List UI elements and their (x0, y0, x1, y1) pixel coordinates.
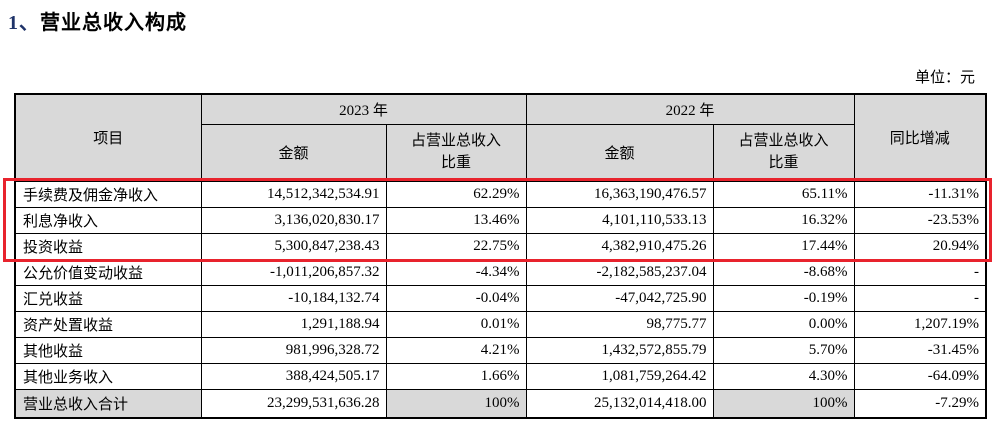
row-label: 资产处置收益 (14, 310, 202, 338)
cell-value: 13.46% (385, 206, 527, 234)
cell-value: 4,101,110,533.13 (525, 206, 714, 234)
cell-value: 5.70% (712, 336, 855, 364)
cell-value: -1,011,206,857.32 (200, 258, 387, 286)
cell-value: - (853, 284, 987, 312)
cell-value: -23.53% (853, 206, 987, 234)
cell-value: -2,182,585,237.04 (525, 258, 714, 286)
col-header-amount-2023: 金额 (200, 123, 387, 182)
col-header-year-2023: 2023 年 (200, 93, 527, 125)
table-row: 手续费及佣金净收入 14,512,342,534.91 62.29% 16,363,1… (14, 180, 987, 208)
table-row: 投资收益 5,300,847,238.43 22.75% 4,382,910,475.… (14, 232, 987, 260)
table-row: 其他业务收入 388,424,505.17 1.66% 1,081,759,264.4… (14, 362, 987, 390)
cell-value: 4.30% (712, 362, 855, 390)
cell-value: 3,136,020,830.17 (200, 206, 387, 234)
table-row: 营业总收入合计 23,299,531,636.28 100% 25,132,014,4… (14, 388, 987, 419)
cell-value: 388,424,505.17 (200, 362, 387, 390)
cell-value: 22.75% (385, 232, 527, 260)
header-year-row: 项目 2023 年 2022 年 同比增减 (14, 93, 987, 182)
cell-value: 1,291,188.94 (200, 310, 387, 338)
cell-value: 17.44% (712, 232, 855, 260)
proportion-label: 占营业总收入比重 (410, 132, 501, 171)
row-label: 投资收益 (14, 232, 202, 260)
cell-value: 14,512,342,534.91 (200, 180, 387, 208)
cell-value: 4.21% (385, 336, 527, 364)
cell-value: -7.29% (853, 388, 987, 419)
row-label: 利息净收入 (14, 206, 202, 234)
cell-value: 23,299,531,636.28 (200, 388, 387, 419)
cell-value: 65.11% (712, 180, 855, 208)
cell-value: 0.01% (385, 310, 527, 338)
cell-value: 5,300,847,238.43 (200, 232, 387, 260)
cell-value: 1.66% (385, 362, 527, 390)
cell-value: 25,132,014,418.00 (525, 388, 714, 419)
table-body: 手续费及佣金净收入 14,512,342,534.91 62.29% 16,363,1… (14, 180, 987, 419)
cell-value: -0.04% (385, 284, 527, 312)
col-header-item: 项目 (14, 93, 202, 182)
cell-value: 1,432,572,855.79 (525, 336, 714, 364)
col-header-proportion-2022: 占营业总收入比重 (712, 123, 855, 182)
cell-value: 62.29% (385, 180, 527, 208)
table-row: 其他收益 981,996,328.72 4.21% 1,432,572,855.79 5… (14, 336, 987, 364)
cell-value: 1,081,759,264.42 (525, 362, 714, 390)
cell-value: 98,775.77 (525, 310, 714, 338)
row-label: 营业总收入合计 (14, 388, 202, 419)
row-label: 汇兑收益 (14, 284, 202, 312)
cell-value: -11.31% (853, 180, 987, 208)
table-row: 汇兑收益 -10,184,132.74 -0.04% -47,042,725.90 -0… (14, 284, 987, 312)
col-header-amount-2022: 金额 (525, 123, 714, 182)
cell-value: 0.00% (712, 310, 855, 338)
col-header-proportion-2023: 占营业总收入比重 (385, 123, 527, 182)
col-header-year-2022: 2022 年 (525, 93, 855, 125)
cell-value: -47,042,725.90 (525, 284, 714, 312)
cell-value: - (853, 258, 987, 286)
table-row: 资产处置收益 1,291,188.94 0.01% 98,775.77 0.00% 1,2… (14, 310, 987, 338)
cell-value: 1,207.19% (853, 310, 987, 338)
revenue-table-wrap: 项目 2023 年 2022 年 同比增减 金额 占营业总收入比重 金额 占营业… (3, 93, 992, 419)
cell-value: 4,382,910,475.26 (525, 232, 714, 260)
header-sub-row: 金额 占营业总收入比重 金额 占营业总收入比重 (15, 123, 986, 182)
cell-value: 16,363,190,476.57 (525, 180, 714, 208)
row-label: 公允价值变动收益 (14, 258, 202, 286)
revenue-composition-table: 项目 2023 年 2022 年 同比增减 金额 占营业总收入比重 金额 占营业… (14, 93, 988, 419)
row-label: 其他业务收入 (14, 362, 202, 390)
cell-value: -8.68% (712, 258, 855, 286)
cell-value: -10,184,132.74 (200, 284, 387, 312)
table-row: 公允价值变动收益 -1,011,206,857.32 -4.34% -2,182,58… (14, 258, 987, 286)
cell-value: -31.45% (853, 336, 987, 364)
cell-value: 20.94% (853, 232, 987, 260)
proportion-label: 占营业总收入比重 (738, 132, 829, 171)
row-label: 其他收益 (14, 336, 202, 364)
table-row: 利息净收入 3,136,020,830.17 13.46% 4,101,110,533… (14, 206, 987, 234)
cell-value: -0.19% (712, 284, 855, 312)
cell-value: 981,996,328.72 (200, 336, 387, 364)
col-header-yoy: 同比增减 (853, 93, 987, 182)
section-number: 1、 (8, 12, 40, 34)
section-title: 1、营业总收入构成 (8, 6, 187, 35)
section-title-text: 营业总收入构成 (40, 12, 187, 34)
row-label: 手续费及佣金净收入 (14, 180, 202, 208)
cell-value: 100% (385, 388, 527, 419)
cell-value: -64.09% (853, 362, 987, 390)
cell-value: 100% (712, 388, 855, 419)
unit-label: 单位：元 (914, 70, 975, 86)
table-header: 项目 2023 年 2022 年 同比增减 金额 占营业总收入比重 金额 占营业… (14, 93, 987, 182)
cell-value: 16.32% (712, 206, 855, 234)
cell-value: -4.34% (385, 258, 527, 286)
